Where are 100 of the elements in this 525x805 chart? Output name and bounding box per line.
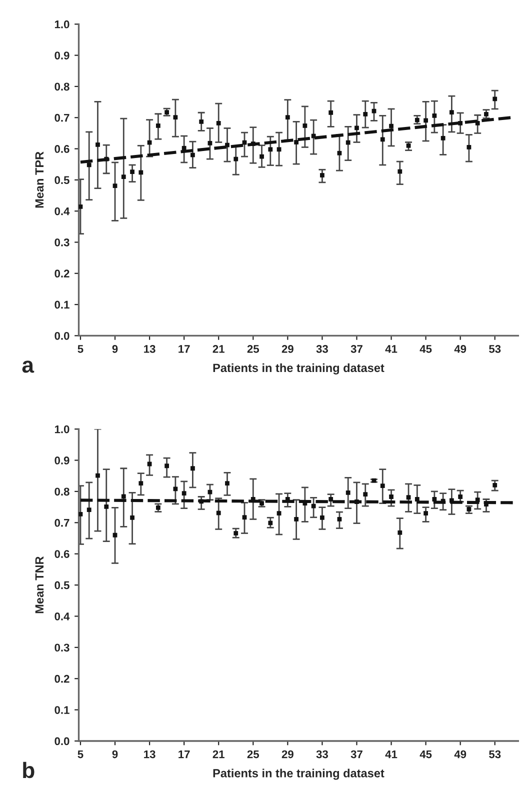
point [320, 515, 324, 520]
y-tick-label: 0.1 [54, 706, 70, 714]
y-tick-label: 0.9 [54, 52, 70, 60]
point [268, 147, 273, 152]
point [225, 142, 230, 148]
point [130, 170, 134, 174]
point [121, 174, 126, 179]
y-tick-label: 0.3 [54, 238, 70, 246]
y-tick-label: 0.8 [54, 82, 70, 91]
point [380, 137, 385, 142]
point [475, 498, 480, 502]
text: a [22, 360, 34, 373]
point [173, 486, 178, 492]
point [294, 517, 298, 522]
point [328, 497, 334, 502]
y-tick-label: 0.8 [54, 488, 70, 496]
x-tick-label: 41 [385, 345, 398, 353]
point [276, 511, 282, 516]
y-tick-label: 0.6 [54, 145, 70, 153]
x-tick-label: 5 [78, 345, 84, 353]
point [302, 124, 308, 128]
x-tick-label: 37 [350, 345, 362, 353]
point [492, 96, 498, 102]
y-tick-label: 0.2 [54, 270, 70, 278]
x-tick-label: 37 [350, 750, 362, 758]
point [424, 118, 428, 123]
x-axis-title: Patients in the training dataset [213, 768, 384, 780]
point [208, 140, 212, 146]
point [372, 108, 376, 114]
x-tick-label: 9 [112, 750, 118, 758]
point [156, 124, 160, 128]
point [363, 112, 368, 116]
x-tick-label: 17 [178, 750, 190, 758]
point [242, 515, 247, 520]
point [86, 508, 92, 512]
x-axis-title: Patients in the training dataset [213, 363, 384, 374]
x-tick-label: 49 [454, 345, 466, 353]
point [190, 466, 195, 471]
x-tick-label: 25 [247, 750, 260, 758]
y-axis-title: Mean TPR [35, 152, 44, 208]
point [182, 146, 186, 150]
point [208, 490, 212, 494]
x-tick-label: 13 [144, 750, 156, 758]
point [138, 481, 144, 486]
point [389, 124, 394, 128]
x-tick-label: 45 [420, 750, 432, 758]
point [432, 114, 437, 118]
point [130, 515, 134, 520]
point [337, 517, 342, 522]
point [276, 147, 282, 152]
y-tick-label: 0.1 [54, 300, 70, 309]
x-tick-label: 29 [282, 345, 294, 353]
y-tick-label: 0.0 [54, 332, 70, 340]
y-tick-label: 1.0 [54, 20, 70, 28]
point [492, 483, 498, 488]
point [294, 140, 298, 144]
point [398, 530, 402, 535]
point [250, 142, 256, 146]
point [216, 121, 221, 126]
point [458, 494, 463, 499]
point [199, 119, 204, 124]
point [285, 115, 290, 120]
point [78, 512, 83, 516]
y-tick-label: 0.4 [54, 612, 70, 620]
point [96, 473, 100, 478]
y-tick-label: 0.7 [54, 518, 70, 527]
x-tick-label: 53 [489, 345, 501, 353]
point [406, 143, 411, 148]
point [104, 504, 109, 509]
x-tick-label: 25 [247, 345, 260, 353]
x-tick-label: 13 [144, 345, 156, 353]
point [199, 499, 204, 504]
point [190, 152, 195, 158]
point [78, 204, 83, 209]
point [173, 115, 178, 120]
point [328, 110, 334, 115]
y-axis-title: Mean TNR [35, 556, 44, 614]
y-tick-label: 0.7 [54, 114, 70, 122]
y-tick-label: 0.5 [54, 581, 70, 590]
point [216, 510, 221, 516]
point [234, 156, 238, 162]
point [398, 169, 402, 174]
point [414, 497, 420, 502]
y-tick-label: 0.6 [54, 550, 70, 558]
point [475, 121, 480, 126]
point [86, 162, 92, 168]
point [440, 136, 446, 140]
point [450, 498, 454, 503]
point [354, 500, 359, 504]
x-tick-label: 45 [420, 345, 432, 353]
point [346, 490, 350, 495]
x-tick-label: 41 [385, 750, 398, 758]
point [164, 464, 170, 468]
point [354, 126, 359, 130]
point [104, 156, 109, 162]
y-tick-label: 0.3 [54, 644, 70, 652]
point [311, 134, 316, 138]
point [337, 150, 342, 156]
y-tick-label: 0.4 [54, 207, 70, 216]
point [138, 170, 144, 175]
